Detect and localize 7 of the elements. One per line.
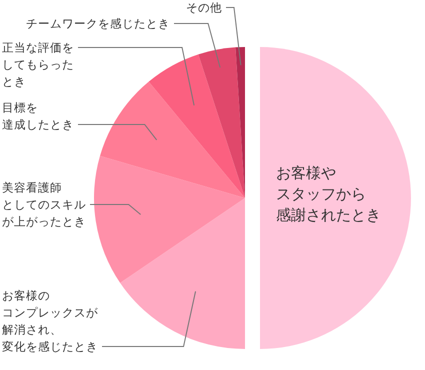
slice-label: お客様のコンプレックスが解消され、変化を感じたとき [2, 288, 99, 354]
slice-label: 正当な評価をしてもらったとき [2, 40, 74, 88]
slice-label: その他 [186, 0, 222, 14]
slice-label: チームワークを感じたとき [26, 16, 170, 30]
slice-label: お客様やスタッフから感謝されたとき [276, 164, 381, 224]
slice-label: 美容看護師としてのスキルが上がったとき [2, 180, 86, 228]
slice-label: 目標を達成したとき [2, 100, 74, 132]
